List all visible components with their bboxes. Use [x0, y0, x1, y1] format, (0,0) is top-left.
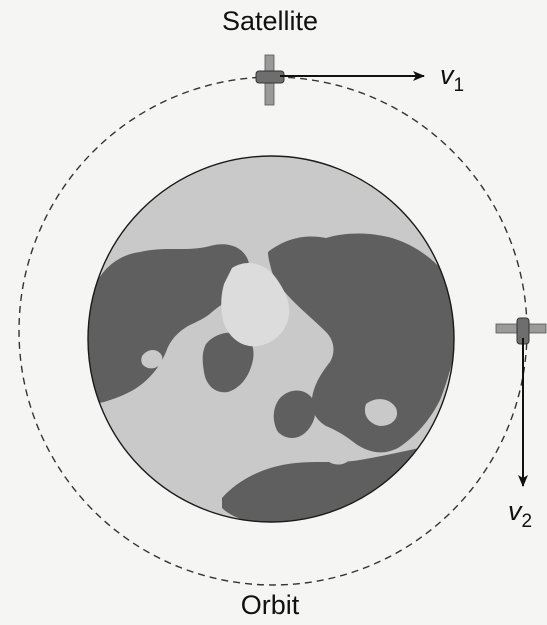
v2-subscript: 2 — [522, 511, 533, 532]
satellite-top — [255, 54, 285, 106]
land-eurasia — [268, 233, 454, 453]
v1-label: v1 — [440, 60, 464, 96]
satellite-right — [495, 317, 547, 345]
v2-main: v — [508, 496, 523, 526]
land-detail-2 — [364, 399, 398, 426]
satellite-label: Satellite — [222, 6, 318, 36]
orbit-label: Orbit — [241, 590, 300, 620]
v2-label: v2 — [508, 496, 532, 532]
land-scandinavia — [273, 390, 316, 438]
satellite-body — [255, 70, 285, 84]
land-north-america — [88, 244, 250, 403]
arctic-ice — [221, 263, 290, 347]
v1-main: v — [440, 60, 455, 90]
land-greenland — [202, 332, 254, 393]
land-detail-3 — [326, 446, 351, 465]
land-islands — [149, 304, 171, 323]
v1-subscript: 1 — [454, 75, 465, 96]
earth-globe-icon — [87, 155, 455, 523]
land-detail-1 — [141, 350, 163, 369]
